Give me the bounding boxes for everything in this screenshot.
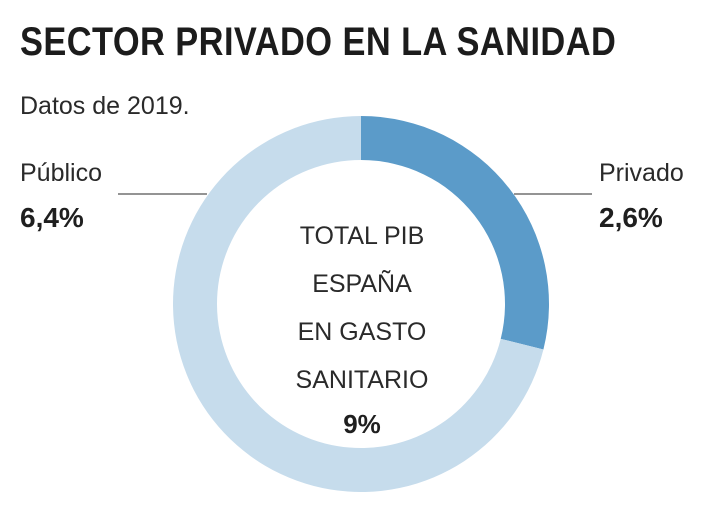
- slice-label-publico: Público: [20, 159, 102, 187]
- slice-label-privado: Privado: [599, 159, 684, 187]
- slice-value-privado: 2,6%: [599, 202, 663, 233]
- center-line-2: ESPAÑA: [312, 270, 412, 298]
- center-line-1: TOTAL PIB: [299, 222, 425, 250]
- donut-slices: [173, 116, 549, 492]
- donut-slice-privado: [361, 116, 549, 350]
- center-line-3: EN GASTO: [297, 318, 427, 346]
- chart-subtitle: Datos de 2019.: [20, 92, 190, 120]
- center-line-4: SANITARIO: [295, 366, 429, 394]
- center-total-value: 9%: [343, 409, 381, 439]
- chart-title: SECTOR PRIVADO EN LA SANIDAD: [20, 20, 617, 64]
- slice-value-publico: 6,4%: [20, 202, 84, 233]
- donut-center-text: TOTAL PIB ESPAÑA EN GASTO SANITARIO 9%: [259, 212, 465, 444]
